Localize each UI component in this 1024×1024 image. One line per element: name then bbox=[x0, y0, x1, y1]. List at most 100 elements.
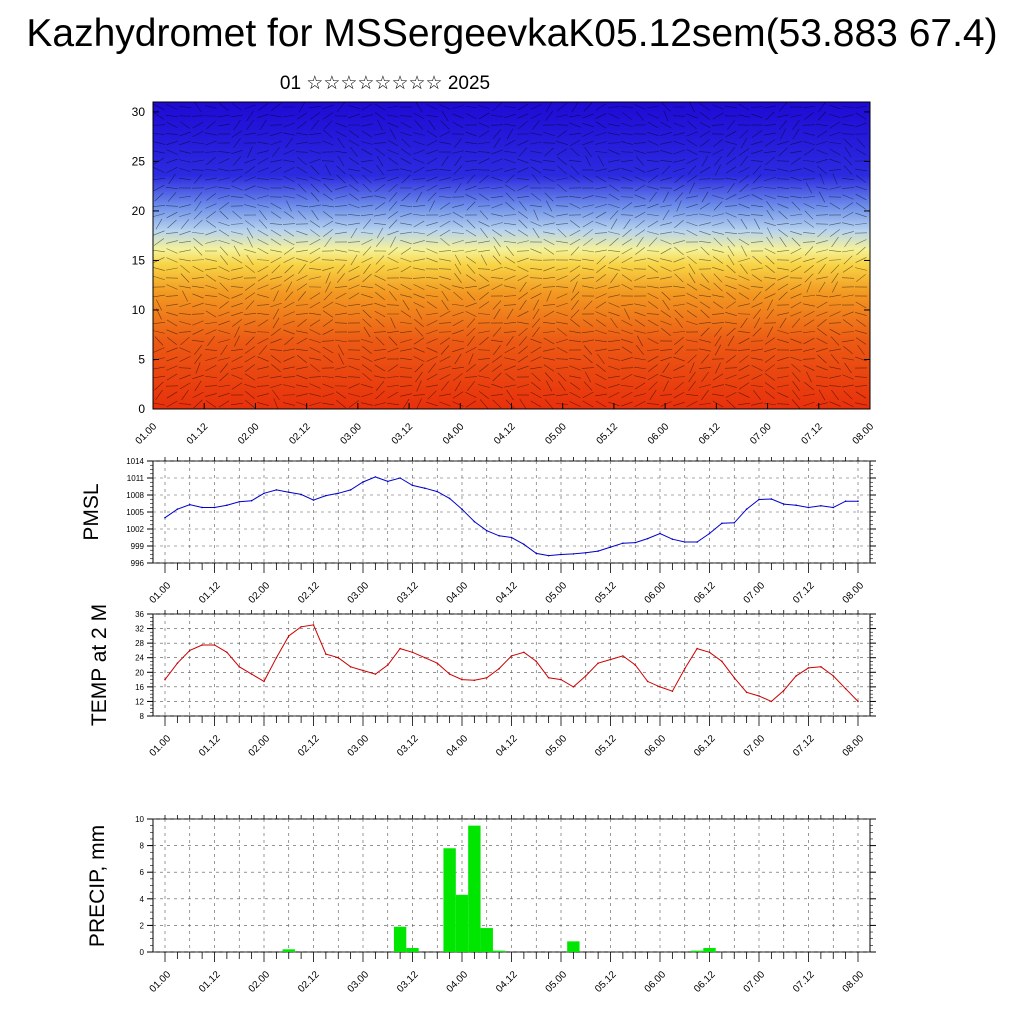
wind-barb bbox=[595, 175, 607, 183]
wind-barb bbox=[493, 245, 501, 257]
wind-barb bbox=[556, 130, 568, 138]
wind-barb bbox=[841, 277, 855, 279]
wind-barb bbox=[699, 213, 711, 217]
wind-barb bbox=[582, 175, 594, 183]
wind-barb bbox=[309, 150, 321, 154]
wind-barb bbox=[375, 292, 385, 300]
wind-barb bbox=[530, 293, 542, 299]
data-point bbox=[312, 499, 315, 501]
wind-barb bbox=[296, 401, 308, 407]
wind-barb bbox=[309, 238, 321, 246]
wind-barb bbox=[322, 140, 334, 146]
wind-barb bbox=[621, 112, 633, 120]
wind-barb bbox=[477, 268, 491, 270]
wind-barb bbox=[634, 330, 646, 334]
wind-barb bbox=[219, 210, 229, 220]
wind-barb bbox=[790, 195, 802, 199]
wind-barb bbox=[205, 310, 217, 318]
wind-barb bbox=[583, 300, 593, 310]
wind-barb bbox=[803, 319, 815, 327]
x-tick-label: 03.00 bbox=[346, 580, 372, 606]
wind-barb bbox=[699, 202, 711, 210]
data-point bbox=[349, 666, 352, 668]
wind-barb bbox=[465, 168, 477, 172]
wind-barb bbox=[153, 321, 165, 325]
wind-barb bbox=[712, 256, 724, 264]
wind-barb bbox=[634, 167, 646, 173]
wind-barb bbox=[492, 327, 502, 337]
wind-barb bbox=[726, 327, 736, 337]
wind-barb bbox=[725, 177, 737, 181]
wind-barb bbox=[336, 174, 346, 184]
wind-barb bbox=[465, 229, 477, 237]
x-tick-label: 07.12 bbox=[799, 421, 825, 447]
wind-barb bbox=[493, 137, 501, 149]
wind-barb bbox=[361, 232, 373, 234]
wind-barb bbox=[452, 329, 464, 335]
wind-barb bbox=[336, 400, 346, 408]
wind-barb bbox=[714, 335, 722, 347]
wind-barb bbox=[452, 121, 464, 129]
wind-barb bbox=[427, 192, 437, 202]
wind-barb bbox=[478, 221, 490, 227]
wind-barb bbox=[348, 284, 360, 290]
wind-barb bbox=[519, 281, 527, 293]
wind-barb bbox=[738, 238, 750, 246]
wind-barb bbox=[673, 159, 685, 163]
wind-barb bbox=[831, 272, 839, 284]
wind-barb bbox=[531, 381, 541, 391]
wind-barb bbox=[492, 399, 502, 409]
wind-barb bbox=[543, 175, 555, 183]
wind-barb bbox=[426, 277, 438, 279]
wind-barb bbox=[803, 401, 815, 407]
wind-barb bbox=[413, 284, 425, 290]
wind-barb bbox=[466, 291, 476, 301]
wind-barb bbox=[855, 202, 867, 210]
data-point bbox=[337, 492, 340, 495]
wind-barb bbox=[688, 263, 696, 275]
wind-barb bbox=[791, 237, 801, 247]
wind-barb bbox=[192, 374, 204, 380]
wind-barb bbox=[323, 129, 333, 139]
wind-barb bbox=[244, 220, 256, 228]
wind-barb bbox=[257, 238, 269, 246]
wind-barb bbox=[233, 119, 241, 131]
wind-barb bbox=[426, 149, 438, 155]
wind-barb bbox=[516, 178, 530, 180]
wind-barb bbox=[206, 211, 216, 219]
wind-barb bbox=[465, 302, 477, 308]
precip-bar bbox=[282, 949, 295, 952]
wind-barb bbox=[530, 159, 542, 163]
wind-barb bbox=[738, 166, 750, 174]
wind-barb bbox=[269, 223, 283, 225]
wind-barb bbox=[545, 380, 553, 392]
wind-barb bbox=[362, 183, 372, 193]
wind-barb bbox=[334, 205, 348, 207]
wind-barb bbox=[193, 246, 203, 256]
wind-barb bbox=[855, 122, 867, 128]
wind-barb bbox=[608, 340, 620, 342]
wind-barb bbox=[635, 247, 645, 255]
wind-barb bbox=[413, 240, 425, 244]
data-point bbox=[671, 538, 674, 540]
wind-barb bbox=[309, 329, 321, 335]
wind-barb bbox=[361, 114, 373, 118]
wind-barb bbox=[246, 110, 254, 122]
wind-barb bbox=[153, 124, 166, 126]
wind-barb bbox=[532, 174, 540, 184]
x-tick-label: 03.00 bbox=[339, 421, 365, 447]
wind-barb bbox=[764, 337, 776, 345]
wind-barb bbox=[505, 201, 515, 211]
wind-barb bbox=[270, 202, 282, 210]
wind-barb bbox=[179, 131, 191, 137]
wind-barb bbox=[219, 282, 229, 292]
wind-barb bbox=[647, 319, 659, 327]
wind-barb bbox=[466, 264, 476, 274]
wind-barb bbox=[452, 347, 464, 353]
wind-barb bbox=[400, 157, 412, 165]
wind-barb bbox=[803, 365, 815, 371]
wind-barb bbox=[828, 259, 842, 261]
wind-barb bbox=[178, 331, 192, 333]
x-tick-label: 05.12 bbox=[593, 733, 619, 759]
wind-barb bbox=[400, 247, 412, 255]
